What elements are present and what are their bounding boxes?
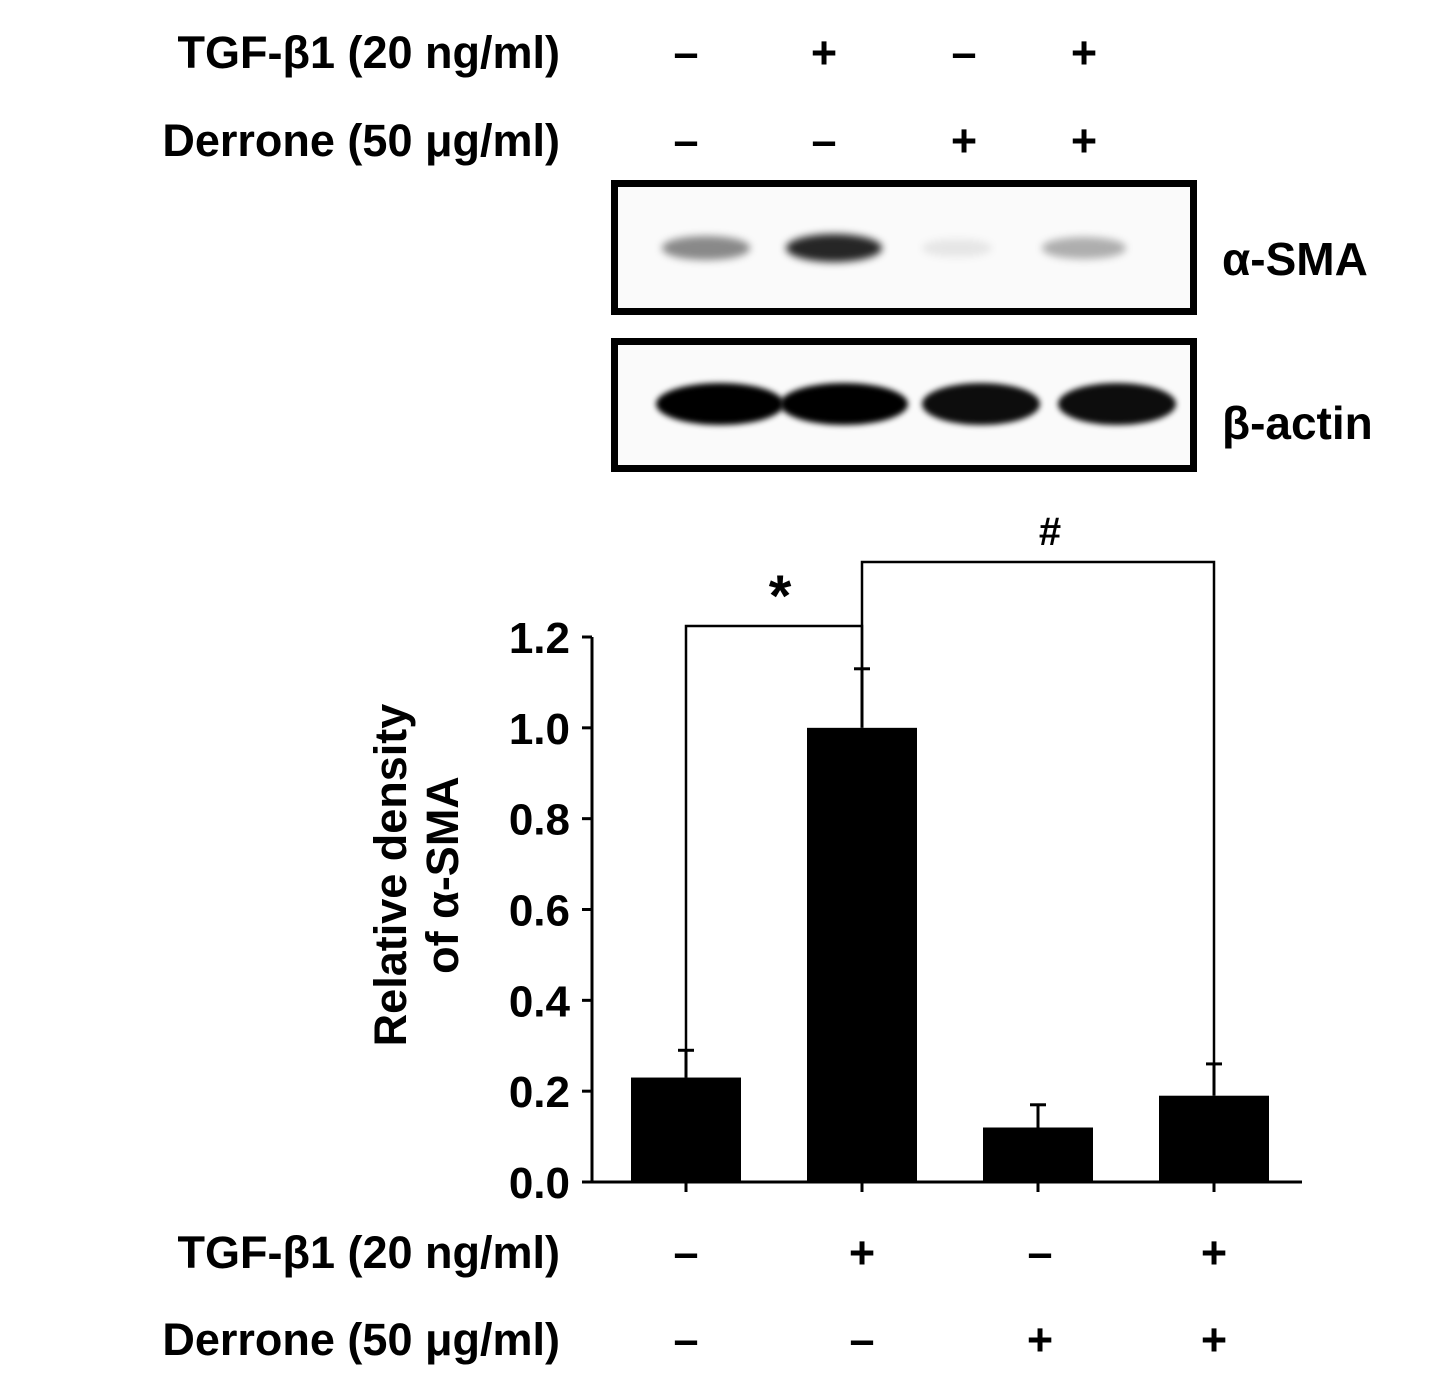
y-tick-label: 0.6 [509, 887, 570, 936]
blot-band [662, 236, 750, 260]
blot-band [1042, 237, 1126, 259]
blot-band [656, 383, 784, 425]
y-axis-title-line2: of α-SMA [416, 776, 468, 974]
bottom-row1-sign: – [673, 1227, 699, 1278]
blot-band [780, 383, 908, 425]
bottom-row2-sign: + [1200, 1314, 1228, 1365]
top-row2-sign: – [673, 115, 699, 166]
blot-band [922, 383, 1040, 425]
top-row2-label: Derrone (50 μg/ml) [162, 115, 560, 166]
top-row2-sign: – [811, 115, 837, 166]
y-tick-label: 1.0 [509, 705, 570, 754]
bottom-row2-sign: + [1026, 1314, 1054, 1365]
blot-label-alpha-sma: α-SMA [1222, 233, 1368, 285]
bar [983, 1127, 1093, 1182]
bottom-row1-sign: + [848, 1227, 876, 1278]
western-blot-alpha-sma [611, 180, 1197, 315]
y-axis-title-line1: Relative density [365, 703, 416, 1047]
y-tick-label: 0.2 [509, 1068, 570, 1117]
bottom-row1-sign: + [1200, 1227, 1228, 1278]
y-tick-label: 0.4 [509, 977, 571, 1026]
y-tick-label: 0.8 [509, 796, 570, 845]
significance-symbol: * [769, 564, 792, 629]
top-row1-label: TGF-β1 (20 ng/ml) [177, 27, 560, 78]
bar [1159, 1095, 1269, 1182]
bar [807, 727, 917, 1182]
top-row1-sign: + [1070, 27, 1098, 78]
bottom-row1-label: TGF-β1 (20 ng/ml) [177, 1227, 560, 1278]
blot-band [786, 233, 882, 263]
top-row1-sign: – [673, 27, 699, 78]
top-row2-sign: + [950, 115, 978, 166]
y-tick-label: 1.2 [509, 614, 570, 663]
bottom-row2-label: Derrone (50 μg/ml) [162, 1314, 560, 1365]
bottom-row2-sign: – [849, 1314, 875, 1365]
blot-band [1058, 383, 1176, 425]
bottom-row1-sign: – [1027, 1227, 1053, 1278]
significance-symbol: # [1039, 510, 1061, 554]
western-blot-beta-actin [611, 338, 1197, 472]
significance-bracket [860, 560, 1216, 1064]
bottom-row2-sign: – [673, 1314, 699, 1365]
blot-label-beta-actin: β-actin [1222, 397, 1373, 449]
y-axis-title: Relative density of α-SMA [365, 660, 475, 1090]
top-row1-sign: + [810, 27, 838, 78]
blot-band [922, 238, 992, 258]
bar [631, 1077, 741, 1182]
top-row1-sign: – [951, 27, 977, 78]
top-row2-sign: + [1070, 115, 1098, 166]
y-tick-label: 0.0 [509, 1159, 570, 1208]
